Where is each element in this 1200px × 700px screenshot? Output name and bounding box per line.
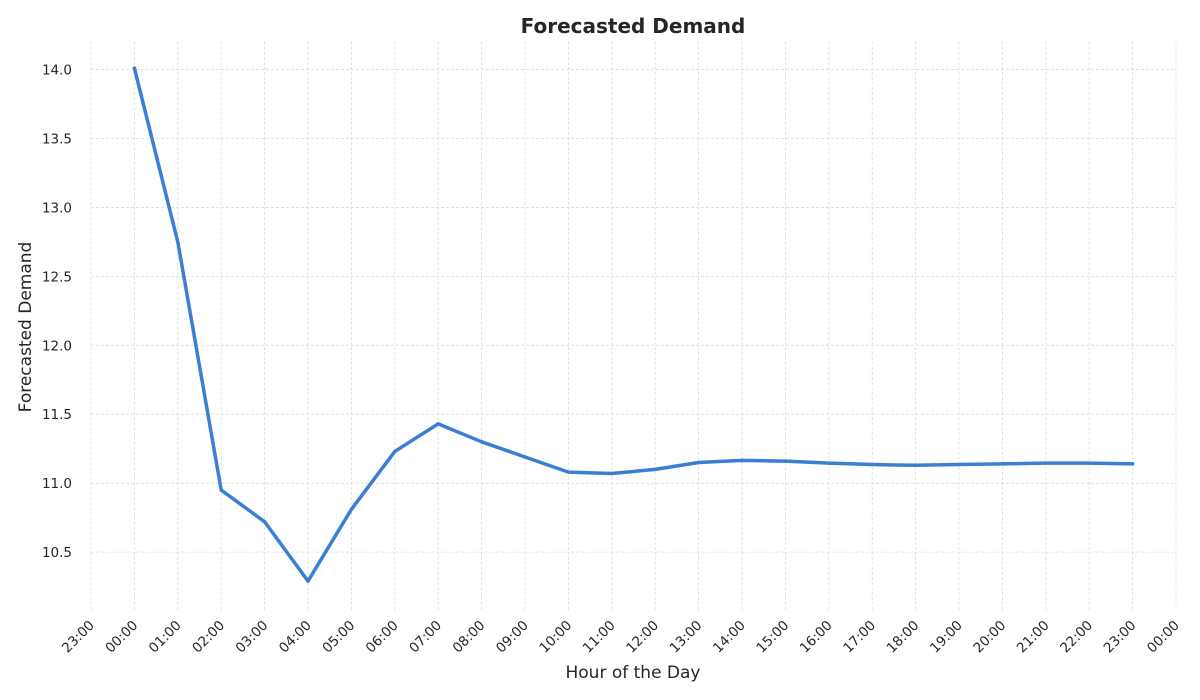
x-axis-label: Hour of the Day [565,663,700,683]
x-tick-label: 08:00 [450,618,489,657]
x-tick-label: 01:00 [146,618,185,657]
data-point [783,459,788,463]
y-tick-label: 12.0 [42,338,72,354]
data-point [436,422,440,426]
x-tick-label: 03:00 [233,618,272,657]
y-axis-label: Forecasted Demand [16,242,36,413]
x-tick-label: 17:00 [840,618,879,657]
x-tick-label: 02:00 [189,618,228,657]
y-tick-label: 11.5 [42,407,72,423]
x-tick-label: 07:00 [406,618,445,657]
data-point [132,66,137,70]
chart-title: Forecasted Demand [521,14,746,38]
data-point [306,579,310,583]
x-tick-label: 21:00 [1014,618,1053,657]
data-point [957,462,961,467]
x-tick-label: 13:00 [667,618,706,657]
data-point [566,470,571,474]
x-tick-label: 14:00 [710,618,749,657]
data-point [827,461,831,465]
y-tick-label: 13.5 [42,132,72,148]
x-tick-label: 06:00 [363,618,402,657]
data-point [349,507,354,512]
x-tick-label: 10:00 [536,618,575,657]
data-point [913,463,918,467]
data-point [262,520,267,524]
data-point [1130,462,1135,466]
y-tick-label: 14.0 [42,63,72,79]
x-tick-label: 09:00 [493,618,532,657]
x-tick-label: 00:00 [102,618,141,657]
data-point [1000,462,1005,466]
x-tick-label: 04:00 [276,618,315,657]
x-tick-label: 22:00 [1057,618,1096,657]
x-tick-label: 18:00 [884,618,923,657]
x-tick-label: 12:00 [623,618,662,657]
data-point [653,467,657,472]
y-tick-label: 13.0 [42,200,72,216]
x-tick-label: 23:00 [1101,618,1140,657]
series-line [132,66,1135,583]
y-tick-label: 12.5 [42,269,72,285]
data-point [393,449,397,454]
x-tick-label: 20:00 [970,618,1009,657]
y-tick-label: 11.0 [42,476,72,492]
x-tick-label: 05:00 [319,618,358,657]
x-tick-label: 16:00 [797,618,836,657]
data-point [176,240,180,244]
y-axis-ticks: 10.5 11.0 11.5 12.0 12.5 13.0 13.5 14.0 [42,63,72,562]
series-layer [132,66,1135,583]
data-point [870,462,874,467]
grid [90,42,1177,610]
x-tick-label: 23:00 [59,618,98,657]
x-tick-label: 11:00 [580,618,619,657]
data-point [740,458,744,463]
data-point [1044,461,1048,465]
data-point [523,455,527,459]
x-tick-label: 15:00 [753,618,792,657]
data-point [219,488,223,492]
x-tick-label: 19:00 [927,618,966,657]
x-axis-ticks: 23:00 00:00 01:00 02:00 03:00 04:00 05:00 06:00… [59,618,1183,657]
data-point [610,471,614,476]
data-point [479,440,484,444]
data-point [1087,461,1091,465]
x-tick-label: 00:00 [1144,618,1183,657]
data-point [696,460,701,465]
y-tick-label: 10.5 [42,545,72,561]
